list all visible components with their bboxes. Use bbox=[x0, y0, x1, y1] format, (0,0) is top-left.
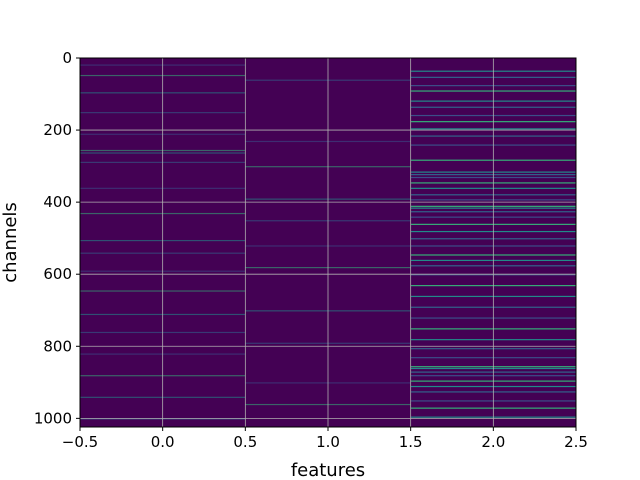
x-tick-label: 2.5 bbox=[564, 433, 588, 451]
y-tick-label: 200 bbox=[43, 121, 72, 139]
y-tick-label: 1000 bbox=[34, 409, 72, 427]
x-tick-label: 0.5 bbox=[233, 433, 257, 451]
x-tick-label: 1.5 bbox=[399, 433, 423, 451]
x-tick-label: 1.0 bbox=[316, 433, 340, 451]
x-tick-label: −0.5 bbox=[62, 433, 98, 451]
y-axis-ticks: 0 200 400 600 800 1000 bbox=[34, 49, 80, 427]
y-tick-label: 400 bbox=[43, 193, 72, 211]
x-tick-label: 2.0 bbox=[481, 433, 505, 451]
x-tick-label: 0.0 bbox=[151, 433, 175, 451]
y-tick-label: 600 bbox=[43, 265, 72, 283]
x-axis-ticks: −0.5 0.0 0.5 1.0 1.5 2.0 2.5 bbox=[62, 427, 588, 451]
y-tick-label: 800 bbox=[43, 337, 72, 355]
x-axis-label: features bbox=[291, 460, 365, 480]
y-axis-label: channels bbox=[0, 202, 21, 283]
y-tick-label: 0 bbox=[62, 49, 72, 67]
